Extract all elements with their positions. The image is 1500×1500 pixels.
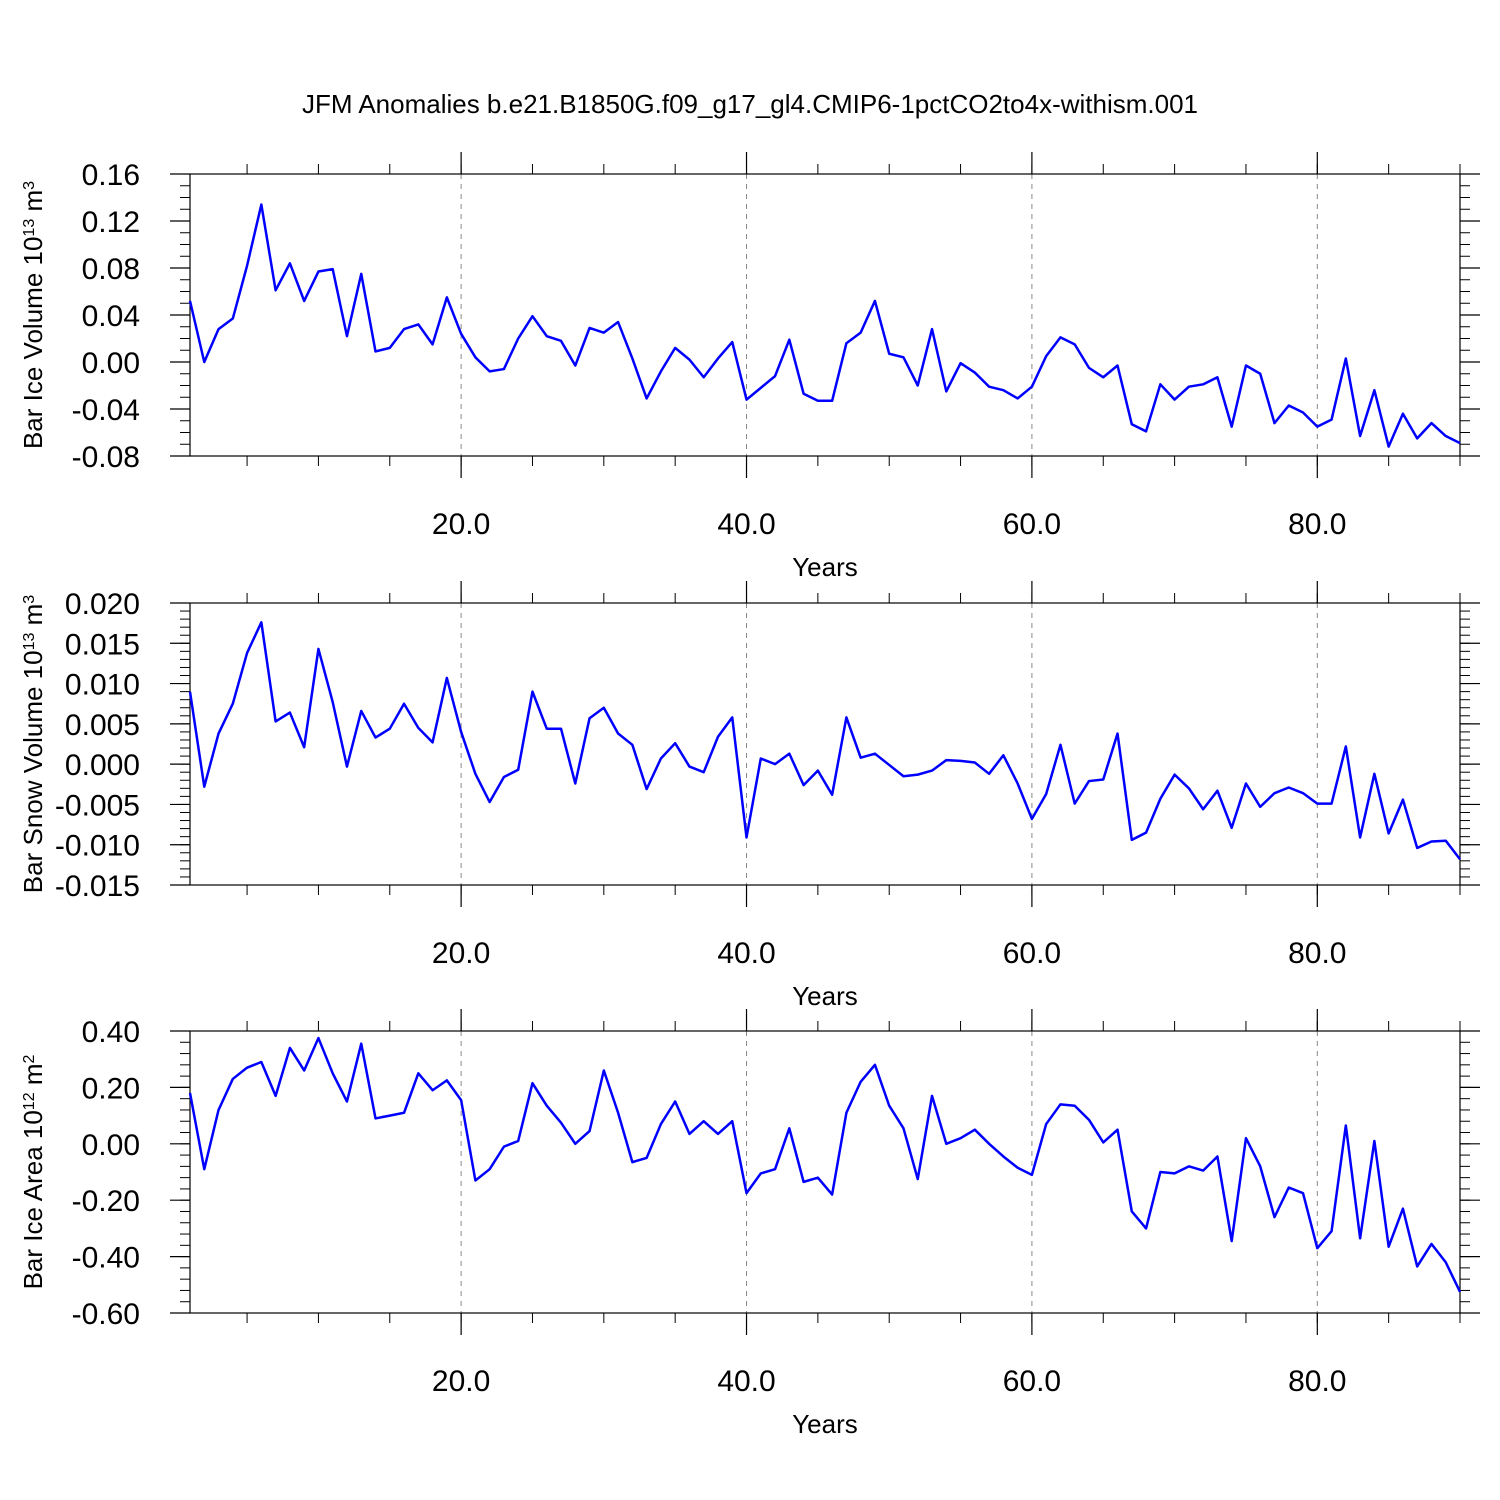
y-axis-label-part: 2	[21, 1054, 38, 1063]
y-axis-label-part: Bar Ice Area 10	[18, 1110, 48, 1289]
y-tick-label: -0.015	[55, 870, 140, 903]
chart-title: JFM Anomalies b.e21.B1850G.f09_g17_gl4.C…	[302, 89, 1198, 119]
x-tick-label: 20.0	[432, 1365, 490, 1398]
y-tick-label: 0.00	[82, 1129, 140, 1162]
data-line	[188, 203, 1461, 448]
y-axis-label: Bar Snow Volume 1013 m3	[18, 595, 48, 894]
y-axis-label-part: m	[18, 604, 48, 633]
y-tick-label: -0.04	[72, 394, 140, 427]
y-axis-label-part: 3	[21, 181, 38, 190]
x-tick-label: 20.0	[432, 508, 490, 541]
x-axis-label: Years	[792, 1409, 858, 1439]
data-line	[188, 1036, 1462, 1293]
y-axis-label-part: 13	[21, 219, 38, 237]
y-axis-label-part: Bar Snow Volume 10	[18, 650, 48, 893]
x-axis-label: Years	[792, 552, 858, 582]
y-tick-label: 0.005	[65, 709, 140, 742]
y-tick-label: 0.010	[65, 669, 140, 702]
x-tick-label: 60.0	[1003, 1365, 1061, 1398]
y-tick-label: 0.00	[82, 347, 140, 380]
y-tick-label: -0.40	[72, 1242, 140, 1275]
y-axis-label: Bar Ice Volume 1013 m3	[18, 181, 48, 449]
y-tick-label: 0.000	[65, 749, 140, 782]
y-axis-label-part: m	[18, 1063, 48, 1092]
y-tick-label: 0.015	[65, 628, 140, 661]
x-tick-label: 60.0	[1003, 508, 1061, 541]
x-axis-label: Years	[792, 981, 858, 1011]
y-axis-label-part: 12	[21, 1092, 38, 1110]
y-tick-label: -0.60	[72, 1298, 140, 1331]
y-tick-label: 0.40	[82, 1016, 140, 1049]
plot-frame	[189, 602, 1461, 886]
plot-frame	[189, 1030, 1461, 1314]
y-axis-label-part: Bar Ice Volume 10	[18, 237, 48, 449]
x-tick-label: 80.0	[1288, 937, 1346, 970]
x-tick-label: 40.0	[717, 508, 775, 541]
y-tick-label: 0.16	[82, 159, 140, 192]
y-axis-label-part: 13	[21, 632, 38, 650]
y-tick-label: -0.005	[55, 789, 140, 822]
y-axis-label: Bar Ice Area 1012 m2	[18, 1054, 48, 1289]
y-tick-label: 0.08	[82, 253, 140, 286]
x-tick-label: 80.0	[1288, 1365, 1346, 1398]
x-tick-label: 40.0	[717, 937, 775, 970]
x-tick-label: 40.0	[717, 1365, 775, 1398]
y-axis-label-part: 3	[21, 595, 38, 604]
y-tick-label: 0.12	[82, 206, 140, 239]
plot-frame	[189, 173, 1461, 457]
y-tick-label: -0.08	[72, 441, 140, 474]
y-tick-label: -0.20	[72, 1185, 140, 1218]
y-tick-label: 0.20	[82, 1072, 140, 1105]
x-tick-label: 20.0	[432, 937, 490, 970]
y-tick-label: -0.010	[55, 830, 140, 863]
x-tick-label: 80.0	[1288, 508, 1346, 541]
y-tick-label: 0.04	[82, 300, 140, 333]
data-line	[188, 621, 1461, 860]
x-tick-label: 60.0	[1003, 937, 1061, 970]
y-tick-label: 0.020	[65, 588, 140, 621]
y-axis-label-part: m	[18, 190, 48, 219]
